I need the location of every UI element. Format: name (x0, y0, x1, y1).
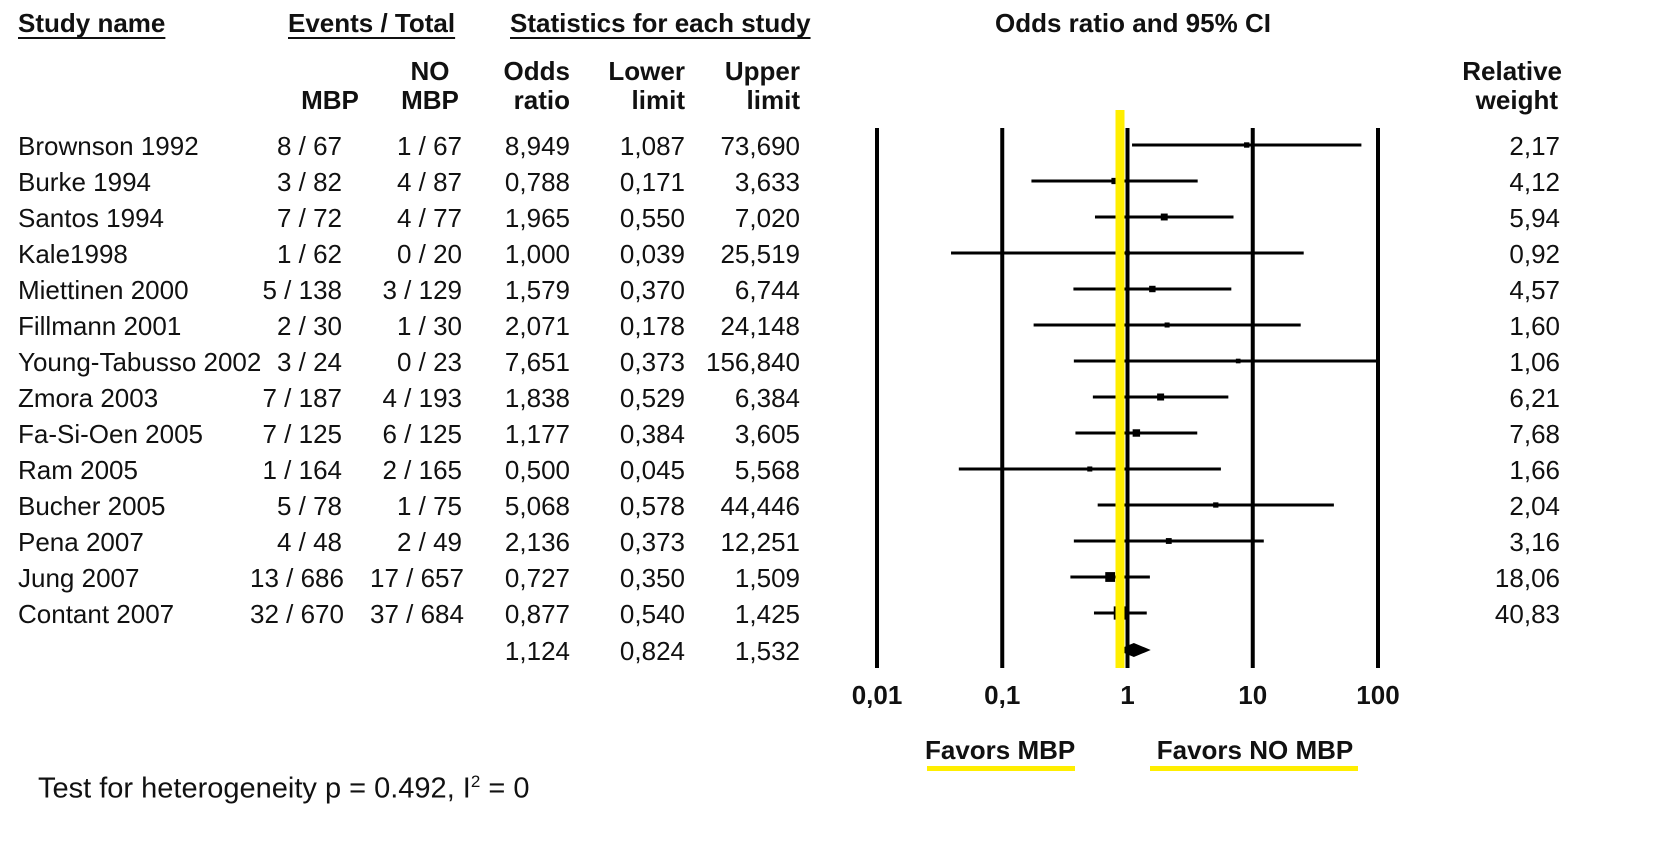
point-marker (1125, 251, 1130, 256)
heterogeneity-test: Test for heterogeneity p = 0.492, I2 = 0 (38, 765, 530, 806)
favors-mbp-label: Favors MBP (925, 735, 1075, 765)
x-tick-label: 10 (1203, 680, 1303, 710)
x-tick-label: 100 (1328, 680, 1428, 710)
favors-no-mbp-highlight (1150, 766, 1358, 771)
point-marker (1087, 466, 1092, 471)
x-tick-label: 0,01 (827, 680, 927, 710)
point-marker (1105, 572, 1115, 582)
heterogeneity-text: Test for heterogeneity p = 0.492, I (38, 773, 471, 805)
point-marker (1213, 502, 1218, 507)
point-marker (1149, 286, 1155, 292)
point-marker (1166, 538, 1172, 544)
point-marker (1133, 429, 1140, 436)
point-marker (1161, 214, 1168, 221)
favors-no-mbp-label: Favors NO MBP (1150, 735, 1360, 765)
point-marker (1165, 322, 1170, 327)
heterogeneity-superscript: 2 (471, 772, 480, 791)
point-marker (1244, 142, 1249, 147)
heterogeneity-value: = 0 (480, 773, 529, 805)
x-tick-label: 0,1 (952, 680, 1052, 710)
favors-mbp-highlight (927, 766, 1075, 771)
point-marker (1236, 359, 1241, 364)
x-tick-label: 1 (1078, 680, 1178, 710)
point-marker (1157, 394, 1164, 401)
